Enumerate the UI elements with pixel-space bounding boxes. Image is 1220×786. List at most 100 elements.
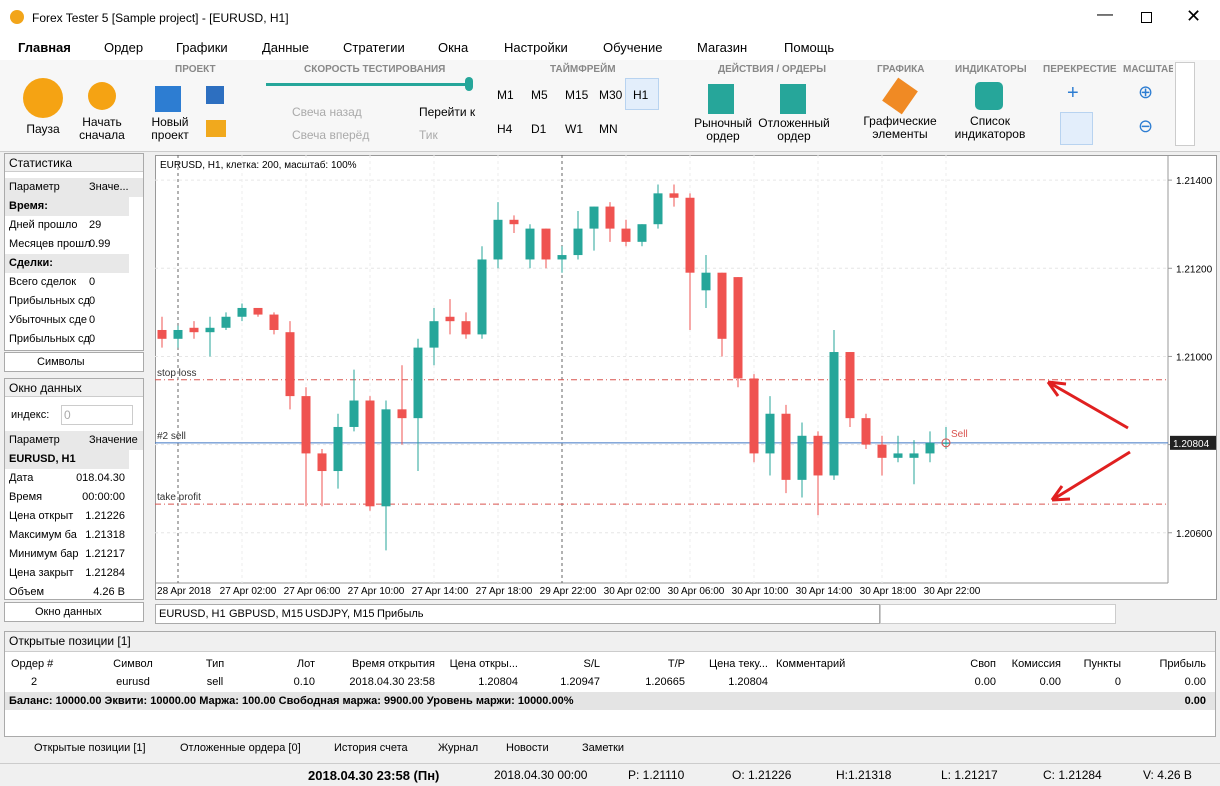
cell-value: 1.20665 (645, 676, 685, 688)
candle-body (493, 219, 503, 260)
cell-label: Дней прошло (9, 219, 78, 231)
speed-slider[interactable] (266, 83, 471, 86)
bottom-tab[interactable]: История счета (334, 742, 408, 754)
timeframe-button[interactable]: H4 (497, 122, 513, 136)
graphics-icon[interactable] (882, 77, 918, 115)
timeframe-button[interactable]: M1 (497, 88, 514, 102)
x-tick-label: 30 Apr 22:00 (924, 586, 981, 597)
column-header: Прибыль (1159, 658, 1206, 670)
cell-value: eurusd (116, 676, 150, 688)
candle-body (765, 413, 775, 454)
data-window-tab[interactable]: Окно данных (4, 602, 144, 622)
candle-body (621, 228, 631, 242)
open-icon[interactable] (206, 120, 226, 137)
status-field: 2018.04.30 00:00 (494, 768, 588, 782)
pause-icon[interactable] (23, 78, 63, 118)
candle-body (397, 409, 407, 419)
cell-value: 0.99 (89, 238, 111, 250)
menu-tab[interactable]: Ордер (104, 40, 144, 55)
chart-tab[interactable]: Прибыль (377, 608, 424, 620)
timeframe-button[interactable]: W1 (565, 122, 583, 136)
column-header: Комментарий (776, 658, 846, 670)
candle-body (653, 193, 663, 225)
zoom-out[interactable]: ⊖ (1138, 116, 1154, 136)
indicator-list-label[interactable]: Список индикаторов (954, 114, 1026, 141)
index-value[interactable]: 0 (64, 408, 71, 422)
bottom-tab[interactable]: Заметки (582, 742, 625, 754)
pending-order-label[interactable]: Отложенный ордер (758, 116, 830, 143)
market-order-label[interactable]: Рыночный ордер (694, 116, 752, 143)
menu-tab[interactable]: Стратегии (343, 40, 405, 55)
x-tick-label: 29 Apr 22:00 (540, 586, 597, 597)
timeframe-button[interactable]: MN (599, 122, 618, 136)
symbols-tab[interactable]: Символы (4, 352, 144, 372)
bottom-tab[interactable]: Журнал (438, 742, 479, 754)
menu-tab[interactable]: Магазин (697, 40, 748, 55)
chart-tab[interactable]: GBPUSD, M15 (229, 608, 303, 620)
bar-forward[interactable]: Свеча вперёд (292, 128, 370, 142)
menu-tab[interactable]: Главная (18, 40, 71, 55)
chart-tab[interactable]: EURUSD, H1 (159, 608, 226, 620)
cell-value: 00:00:00 (82, 491, 125, 503)
cell-value: 1.20947 (560, 676, 600, 688)
graphic-elements-label[interactable]: Графические элементы (863, 114, 937, 141)
minimize-button[interactable]: — (1097, 6, 1113, 23)
chart-tab[interactable]: USDJPY, M15 (305, 608, 375, 620)
pause-label[interactable]: Пауза (26, 122, 60, 136)
indicators-icon[interactable] (975, 82, 1003, 110)
bar-back[interactable]: Свеча назад (292, 105, 362, 119)
save-icon[interactable] (206, 86, 224, 104)
cell-value: 0.00 (1039, 676, 1061, 688)
tab-label[interactable]: Символы (37, 356, 85, 368)
restart-label[interactable]: Начать сначала (79, 115, 125, 142)
zoom-in[interactable]: ⊕ (1138, 82, 1154, 102)
table-row: Время 00:00:00 (5, 488, 129, 507)
bottom-tab[interactable]: Отложенные ордера [0] (180, 742, 301, 754)
timeframe-button[interactable]: M15 (565, 88, 589, 102)
candle-body (701, 272, 711, 291)
menu-tab[interactable]: Обучение (603, 40, 663, 55)
menu-tab[interactable]: Окна (438, 40, 469, 55)
panel-title: Открытые позиции [1] (9, 634, 131, 648)
y-tick-label: 1.21400 (1176, 176, 1213, 187)
market-order-icon[interactable] (708, 84, 734, 114)
menu-tab[interactable]: Данные (262, 40, 309, 55)
close-button[interactable]: ✕ (1186, 6, 1202, 26)
chart-scrollbar[interactable] (880, 604, 1116, 624)
cell-value: 2018.04.30 23:58 (349, 676, 435, 688)
bottom-tab[interactable]: Новости (506, 742, 549, 754)
ribbon-scroll[interactable] (1175, 62, 1195, 146)
candle-body (525, 228, 535, 260)
candle-body (589, 206, 599, 229)
index-input[interactable]: 0 (61, 405, 133, 425)
crosshair-ext-button[interactable] (1060, 112, 1093, 145)
cell-value: 0.00 (974, 676, 996, 688)
pending-order-icon[interactable] (780, 84, 806, 114)
timeframe-button[interactable]: M30 (599, 88, 623, 102)
panel-title: Окно данных (9, 381, 82, 395)
timeframe-button[interactable]: H1 (633, 88, 649, 102)
column-header: Комиссия (1011, 658, 1061, 670)
menu-tab[interactable]: Помощь (784, 40, 835, 55)
bottom-tab[interactable]: Открытые позиции [1] (34, 742, 146, 754)
x-tick-label: 28 Apr 2018 (157, 586, 211, 597)
cell-label: Месяцев прошл (9, 238, 91, 250)
group-label: ПРОЕКТ (175, 64, 216, 75)
new-project-icon[interactable] (155, 86, 181, 112)
restart-icon[interactable] (88, 82, 116, 110)
x-tick-label: 30 Apr 06:00 (668, 586, 725, 597)
y-tick-label: 1.21200 (1176, 264, 1213, 275)
speed-handle[interactable] (465, 77, 473, 91)
crosshair-button[interactable]: + (1067, 82, 1079, 104)
menu-tab[interactable]: Графики (176, 40, 228, 55)
goto[interactable]: Перейти к (419, 105, 476, 119)
price-label: 1.20804 (1173, 439, 1210, 450)
tick[interactable]: Тик (419, 128, 438, 142)
x-tick-label: 27 Apr 14:00 (412, 586, 469, 597)
timeframe-button[interactable]: M5 (531, 88, 548, 102)
tab-label[interactable]: Окно данных (35, 606, 102, 618)
timeframe-button[interactable]: D1 (531, 122, 547, 136)
maximize-button[interactable] (1141, 12, 1152, 23)
new-project-label[interactable]: Новый проект (151, 115, 189, 142)
menu-tab[interactable]: Настройки (504, 40, 568, 55)
